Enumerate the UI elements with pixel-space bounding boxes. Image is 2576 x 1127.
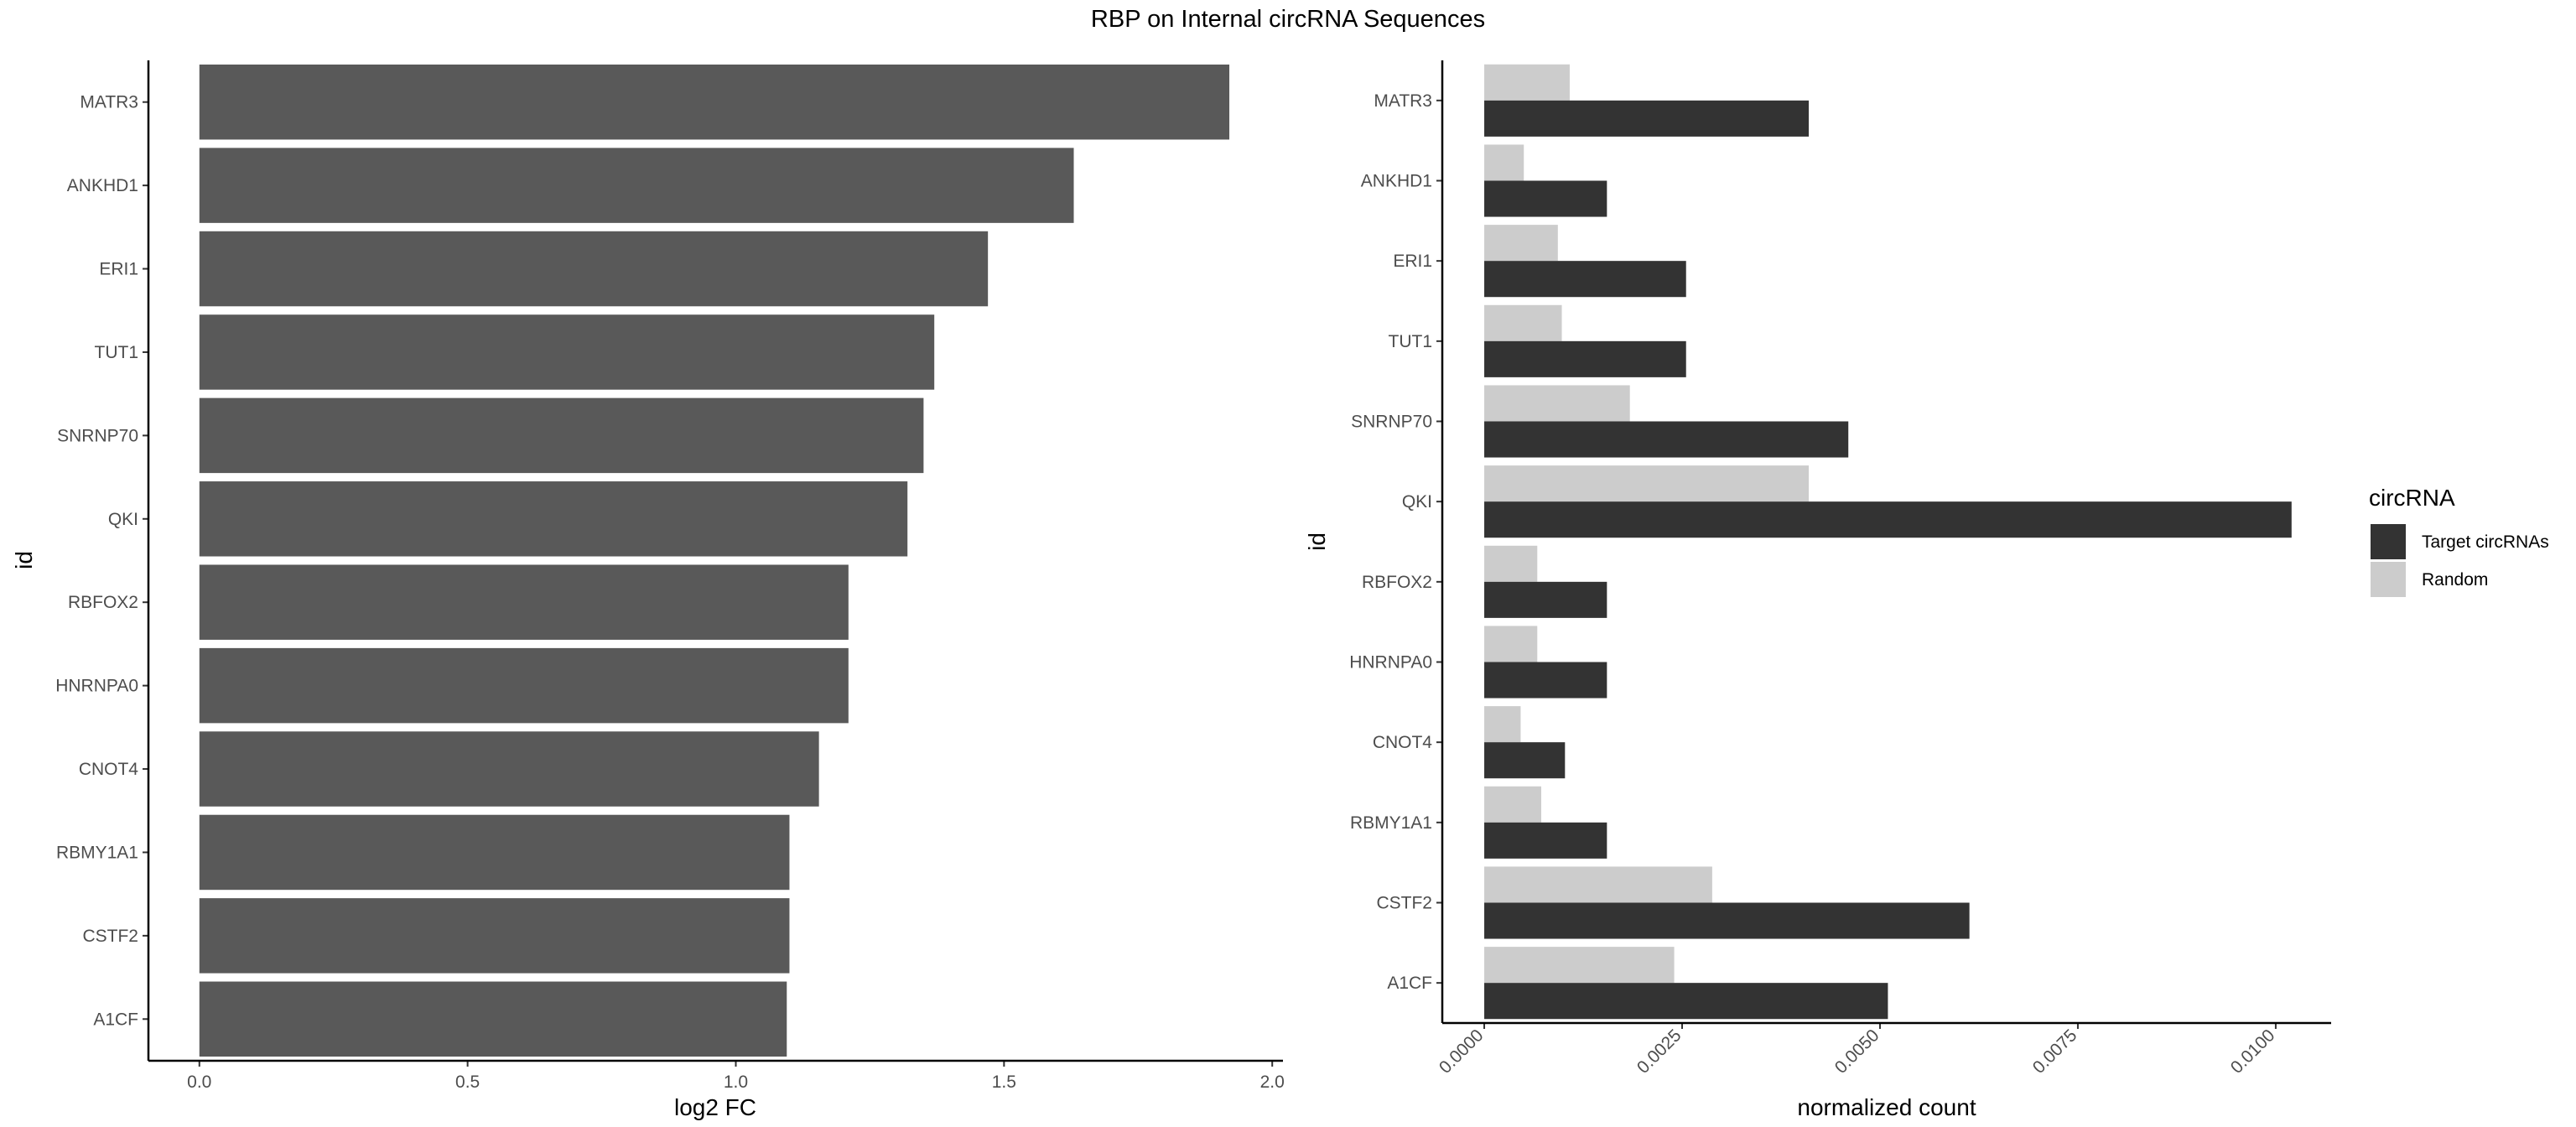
log2fc-x-axis-title: log2 FC	[674, 1094, 756, 1120]
y-tick-label: QKI	[1402, 492, 1432, 512]
x-tick-label: 1.0	[724, 1072, 748, 1092]
bar-target-ankhd1	[1484, 180, 1607, 217]
legend: circRNA Target circRNAs Random	[2369, 485, 2549, 597]
bar-target-cstf2	[1484, 902, 1970, 939]
chart-title: RBP on Internal circRNA Sequences	[1091, 6, 1485, 33]
bar-target-hnrnpa0	[1484, 662, 1607, 699]
bar-random-qki	[1484, 465, 1810, 502]
bar-log2fc-ankhd1	[199, 148, 1074, 223]
bar-log2fc-snrnp70	[199, 397, 924, 474]
bar-log2fc-rbmy1a1	[199, 814, 790, 891]
y-tick-label: TUT1	[1389, 332, 1433, 351]
y-tick-label: TUT1	[95, 343, 139, 362]
bar-log2fc-matr3	[199, 64, 1230, 140]
bar-target-rbfox2	[1484, 581, 1607, 618]
x-tick-label: 2.0	[1260, 1072, 1285, 1092]
bar-target-matr3	[1484, 100, 1810, 137]
bar-log2fc-hnrnpa0	[199, 647, 849, 724]
y-tick-label: CSTF2	[82, 927, 138, 946]
y-tick-label: SNRNP70	[1351, 413, 1432, 432]
bar-random-cnot4	[1484, 706, 1521, 743]
legend-swatch-random	[2371, 562, 2406, 597]
bar-target-a1cf	[1484, 983, 1888, 1020]
bar-target-tut1	[1484, 340, 1686, 377]
normalized-count-bar-chart: MATR3 ANKHD1 ERI1 TUT1 SNRNP70 QKI RBFOX2 HNRNP…	[1304, 60, 2331, 1120]
log2fc-y-axis-title: id	[11, 551, 37, 569]
y-tick-label: A1CF	[1387, 974, 1432, 993]
x-tick-label: 0.0	[187, 1072, 211, 1092]
bar-random-hnrnpa0	[1484, 626, 1538, 662]
bar-random-tut1	[1484, 304, 1562, 341]
log2fc-x-axis-ticks: 0.0 0.5 1.0 1.5 2.0	[187, 1061, 1285, 1092]
normalized-count-bars	[1484, 64, 2292, 1020]
y-tick-label: SNRNP70	[57, 426, 138, 445]
x-tick-label: 0.5	[455, 1072, 480, 1092]
bar-random-rbfox2	[1484, 545, 1538, 582]
log2fc-bars	[199, 64, 1230, 1057]
log2fc-bar-chart: MATR3 ANKHD1 ERI1 TUT1 SNRNP70 QKI RBFOX2 HNRNP…	[11, 60, 1285, 1120]
bar-target-qki	[1484, 501, 2292, 538]
y-tick-label: RBMY1A1	[1350, 813, 1432, 833]
bar-random-eri1	[1484, 225, 1558, 262]
bar-log2fc-a1cf	[199, 981, 787, 1057]
bar-log2fc-tut1	[199, 314, 935, 390]
y-tick-label: RBMY1A1	[56, 843, 138, 862]
bar-random-cstf2	[1484, 866, 1712, 903]
y-tick-label: RBFOX2	[68, 593, 138, 612]
x-tick-label: 1.5	[992, 1072, 1016, 1092]
bar-log2fc-cstf2	[199, 898, 790, 974]
bar-log2fc-cnot4	[199, 731, 819, 807]
y-tick-label: A1CF	[93, 1010, 138, 1029]
bar-random-ankhd1	[1484, 144, 1524, 181]
bar-random-a1cf	[1484, 947, 1675, 984]
legend-swatch-target-circrnas	[2371, 524, 2406, 559]
bar-log2fc-qki	[199, 481, 908, 557]
legend-label-target-circrnas: Target circRNAs	[2422, 532, 2549, 552]
legend-title: circRNA	[2369, 485, 2455, 511]
log2fc-y-axis-ticks: MATR3 ANKHD1 ERI1 TUT1 SNRNP70 QKI RBFOX2 HNRNP…	[55, 93, 148, 1029]
y-tick-label: CNOT4	[1373, 733, 1432, 752]
bar-target-snrnp70	[1484, 421, 1849, 458]
bar-target-cnot4	[1484, 742, 1566, 779]
y-tick-label: HNRNPA0	[55, 677, 138, 696]
y-tick-label: ERI1	[1393, 252, 1432, 271]
y-tick-label: ERI1	[99, 260, 138, 279]
bar-target-rbmy1a1	[1484, 822, 1607, 859]
bar-random-matr3	[1484, 64, 1570, 101]
y-tick-label: HNRNPA0	[1349, 653, 1432, 673]
bar-target-eri1	[1484, 261, 1686, 298]
legend-label-random: Random	[2422, 570, 2488, 589]
normalized-count-y-axis-title: id	[1304, 532, 1330, 551]
y-tick-label: RBFOX2	[1362, 573, 1432, 592]
bar-random-snrnp70	[1484, 385, 1630, 422]
y-tick-label: ANKHD1	[67, 176, 138, 195]
y-tick-label: CSTF2	[1376, 894, 1432, 913]
y-tick-label: MATR3	[80, 93, 138, 112]
bar-log2fc-eri1	[199, 231, 989, 307]
bar-random-rbmy1a1	[1484, 786, 1541, 823]
bar-log2fc-rbfox2	[199, 564, 849, 640]
y-tick-label: ANKHD1	[1361, 172, 1432, 191]
normalized-count-y-axis-ticks: MATR3 ANKHD1 ERI1 TUT1 SNRNP70 QKI RBFOX2 HNRNP…	[1349, 91, 1442, 993]
normalized-count-x-axis-title: normalized count	[1797, 1094, 1976, 1120]
y-tick-label: CNOT4	[79, 760, 138, 779]
y-tick-label: QKI	[108, 510, 138, 529]
y-tick-label: MATR3	[1374, 91, 1432, 111]
